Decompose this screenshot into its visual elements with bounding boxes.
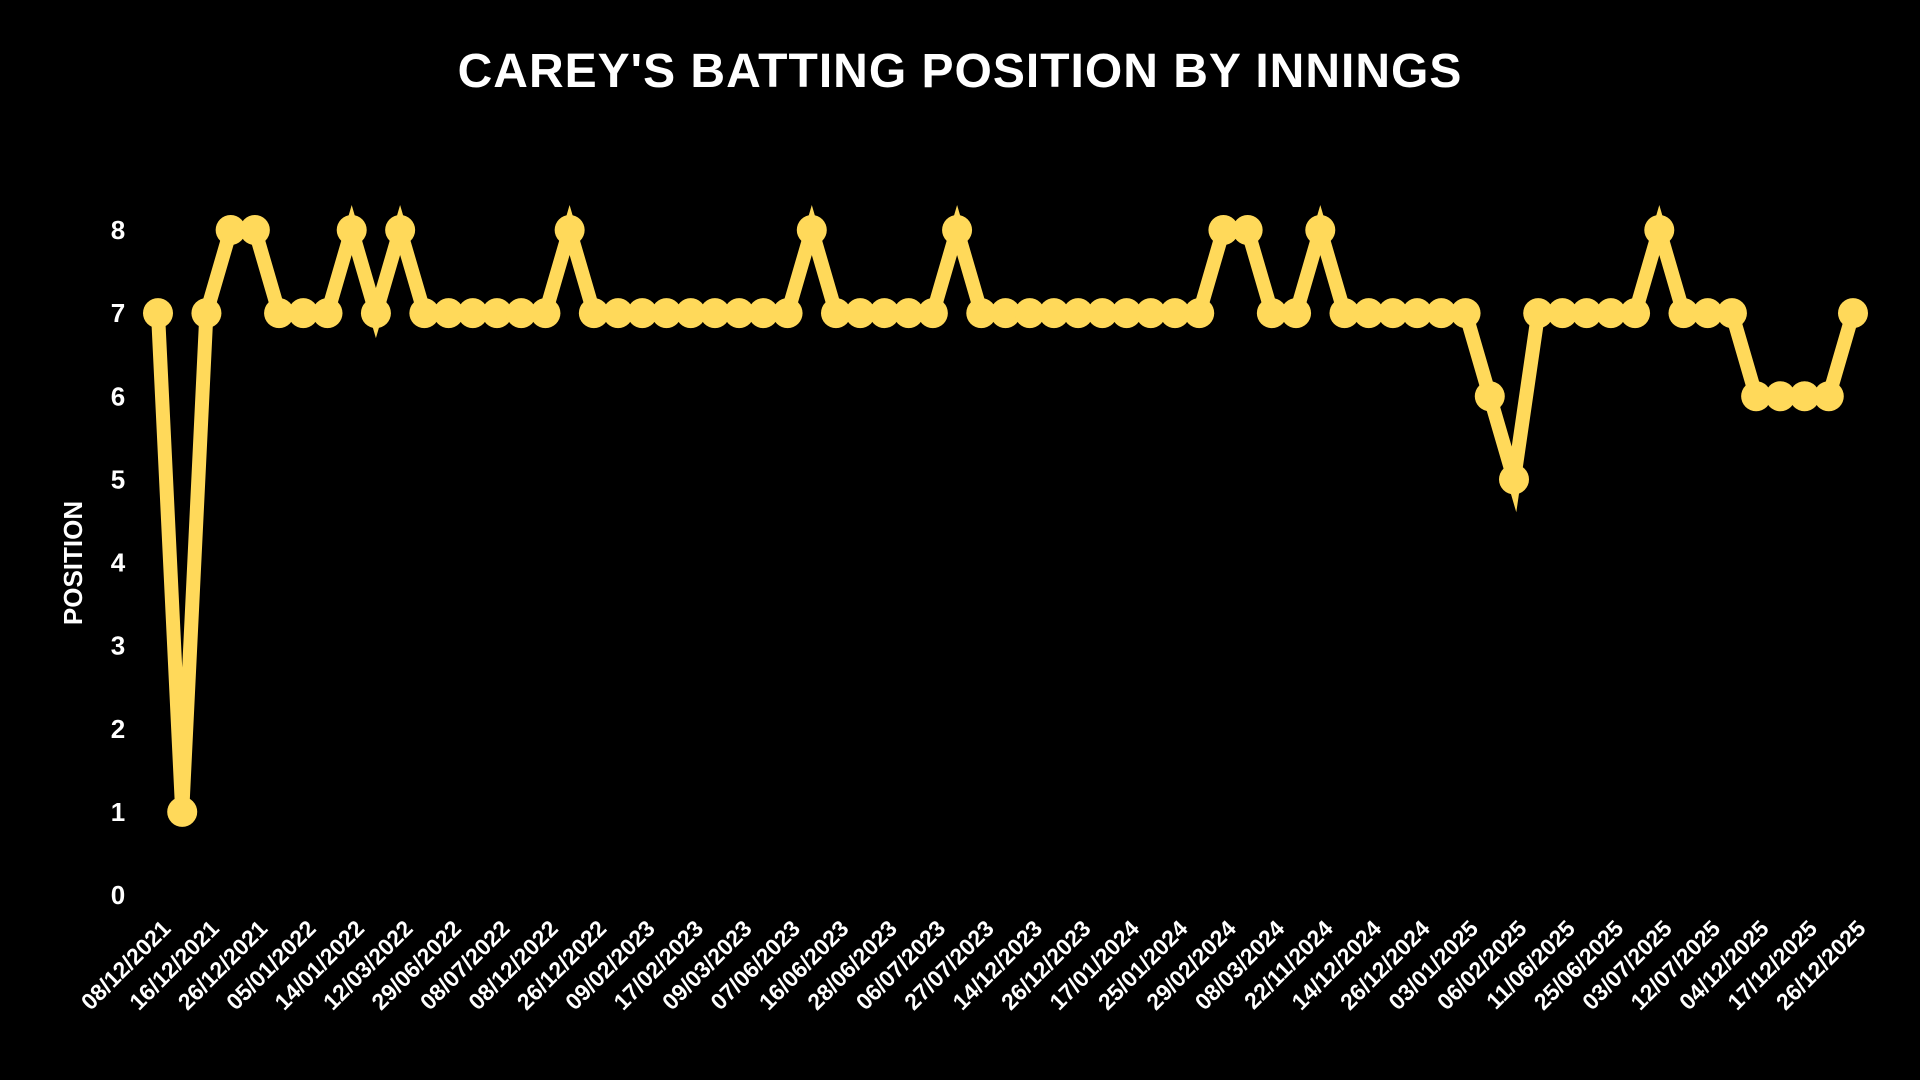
data-point	[336, 215, 367, 245]
data-point	[1813, 381, 1844, 412]
data-point	[1353, 298, 1384, 329]
data-point	[724, 298, 755, 329]
data-point	[433, 298, 464, 329]
data-point	[821, 298, 851, 329]
data-point	[603, 298, 634, 329]
data-point	[554, 215, 585, 245]
y-axis-title: POSITION	[58, 501, 88, 625]
y-axis: 0 1 2 3 4 5 6 7 8	[111, 215, 126, 910]
data-point	[1256, 298, 1287, 329]
data-point	[288, 298, 319, 329]
x-axis: 08/12/202116/12/202126/12/202105/01/2022…	[76, 915, 1871, 1015]
data-point	[627, 298, 658, 329]
data-point	[1063, 298, 1094, 329]
data-point	[1523, 298, 1554, 329]
data-point	[1595, 298, 1626, 329]
data-point	[1014, 298, 1045, 329]
data-point	[845, 298, 876, 329]
data-point	[360, 298, 391, 329]
data-point	[1402, 298, 1433, 329]
data-point	[1450, 298, 1481, 329]
y-tick-label: 0	[111, 880, 125, 910]
y-tick-label: 4	[111, 548, 126, 578]
data-point	[1184, 298, 1215, 329]
data-point	[1232, 215, 1263, 245]
data-point	[215, 215, 246, 245]
data-point	[772, 298, 803, 329]
data-point	[1716, 298, 1747, 329]
data-point	[1620, 298, 1651, 329]
data-point	[1547, 298, 1578, 329]
series-line-group	[143, 204, 1868, 827]
data-point	[143, 298, 173, 329]
data-point	[966, 298, 997, 329]
data-point	[385, 215, 416, 245]
data-point	[917, 298, 948, 329]
data-point	[796, 215, 827, 245]
data-point	[191, 298, 222, 329]
data-point	[506, 298, 537, 329]
data-point	[1838, 298, 1868, 329]
data-point	[264, 298, 295, 329]
y-tick-label: 3	[111, 631, 125, 661]
chart-title: CAREY'S BATTING POSITION BY INNINGS	[457, 45, 1463, 98]
data-point	[409, 298, 440, 329]
data-point	[1765, 381, 1796, 412]
data-point	[1668, 298, 1699, 329]
data-point	[1644, 215, 1675, 245]
data-point	[1111, 298, 1142, 329]
data-point	[942, 215, 973, 245]
data-point	[869, 298, 900, 329]
y-tick-label: 6	[111, 381, 125, 411]
data-point	[239, 215, 270, 245]
data-point	[675, 298, 706, 329]
data-point	[748, 298, 779, 329]
data-point	[1038, 298, 1069, 329]
data-point	[651, 298, 682, 329]
data-point	[1135, 298, 1166, 329]
data-point	[167, 796, 198, 827]
data-point	[457, 298, 488, 329]
data-point	[1789, 381, 1820, 412]
y-tick-label: 1	[111, 797, 125, 827]
data-point	[1474, 381, 1505, 412]
data-point	[1499, 464, 1529, 495]
data-point	[1329, 298, 1360, 329]
data-point	[1692, 298, 1723, 329]
data-point	[578, 298, 609, 329]
data-point	[990, 298, 1021, 329]
y-tick-label: 8	[111, 215, 125, 245]
data-point	[893, 298, 924, 329]
y-tick-label: 7	[111, 298, 125, 328]
data-point	[1087, 298, 1118, 329]
data-point	[1281, 298, 1312, 329]
data-point	[1160, 298, 1190, 329]
data-point	[530, 298, 561, 329]
data-point	[1571, 298, 1602, 329]
data-point	[1305, 215, 1336, 245]
data-point	[1377, 298, 1408, 329]
data-point	[482, 298, 512, 329]
y-tick-label: 5	[111, 464, 125, 494]
data-point	[1741, 381, 1772, 412]
data-point	[1208, 215, 1239, 245]
data-point	[1426, 298, 1457, 329]
data-point	[699, 298, 730, 329]
data-point	[312, 298, 343, 329]
y-tick-label: 2	[111, 714, 125, 744]
